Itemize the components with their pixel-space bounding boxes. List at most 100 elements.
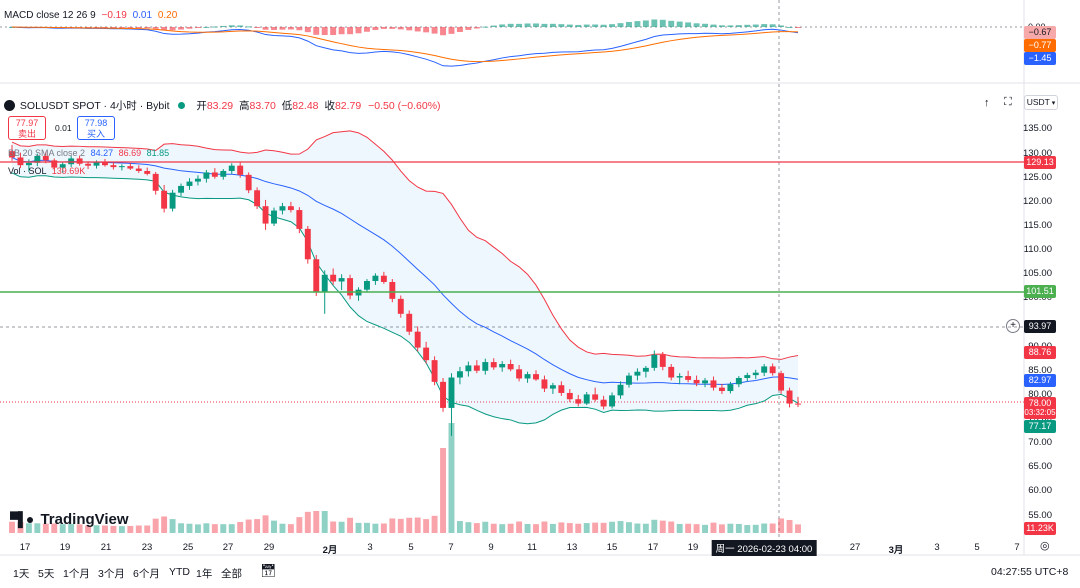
macd-histogram-bar [228, 25, 235, 27]
ohlc-change: −0.50 (−0.60%) [368, 100, 441, 112]
arrow-up-icon[interactable]: ↑ [984, 97, 990, 109]
volume-bar [68, 523, 75, 533]
macd-histogram-bar [685, 22, 692, 27]
volume-bar [786, 519, 793, 533]
time-axis-label: 25 [182, 542, 194, 553]
horizontal-lines[interactable] [0, 161, 1024, 293]
clock[interactable]: 04:27:55 UTC+8 [991, 566, 1069, 578]
volume-bar [76, 524, 83, 533]
macd-histogram-bar [566, 24, 573, 27]
candle [642, 365, 649, 378]
price-axis-label: 130.00 [1022, 147, 1052, 159]
candle [761, 364, 768, 377]
fullscreen-icon[interactable]: ⛶ [1004, 96, 1012, 108]
price-axis-label: 110.00 [1023, 244, 1052, 256]
buy-button[interactable]: 77.98 买入 [77, 116, 115, 140]
macd-histogram-bar [676, 21, 683, 27]
macd-histogram-bar [795, 27, 801, 28]
macd-legend: MACD close 12 26 9 −0.19 0.01 0.20 [4, 10, 177, 21]
candle [161, 184, 168, 213]
volume-bar [93, 525, 100, 533]
macd-histogram-bar [583, 24, 590, 27]
tv-logo-text: TradingView [40, 511, 129, 528]
time-axis-label: 17 [647, 542, 659, 553]
macd-histogram-bar [178, 27, 184, 30]
macd-histogram-bar [490, 25, 497, 27]
volume-bar [566, 523, 573, 533]
macd-histogram-bar [617, 23, 624, 27]
tradingview-logo[interactable]: ▀▌● TradingView [10, 511, 129, 528]
volume-bar [448, 423, 455, 533]
add-alert-icon[interactable]: + [1006, 319, 1020, 333]
candle-body [693, 379, 700, 384]
volume-bar [659, 520, 666, 533]
candle-body [440, 381, 446, 408]
symbol-name[interactable]: SOLUSDT SPOT · 4小时 · Bybit [19, 100, 170, 112]
candle-body [423, 347, 430, 361]
macd-histogram-bar [651, 19, 658, 27]
macd-histogram-bar [347, 27, 354, 35]
volume-bar [541, 521, 548, 533]
candle [600, 395, 607, 410]
bb-lower-tag: 77.17 [1024, 420, 1056, 433]
bollinger-bands [11, 130, 799, 425]
volume-bar [321, 511, 328, 533]
calendar-range-icon[interactable]: 📅︎ [260, 563, 277, 578]
currency-select[interactable]: USDT ▾ [1024, 95, 1058, 110]
candle-body [617, 384, 624, 396]
candle-body [541, 379, 548, 389]
candle [34, 153, 41, 167]
price-axis-label: 55.00 [1028, 509, 1052, 521]
macd-histogram-bar [110, 27, 117, 28]
macd-histogram-bar [380, 27, 387, 29]
time-axis-label: 5 [408, 542, 414, 553]
macd-histogram-bar [516, 23, 523, 27]
macd-histogram-bar [254, 27, 261, 28]
candle-body [406, 313, 413, 332]
candle [127, 163, 134, 171]
macd-histogram-bar [440, 27, 446, 36]
time-axis-label: 3 [367, 542, 373, 553]
macd-histogram-bar [778, 25, 785, 27]
candle [211, 168, 218, 179]
candle-body [642, 367, 649, 372]
volume-bar [710, 522, 717, 533]
candle-body [786, 390, 793, 404]
ohlc-high: 83.70 [249, 100, 276, 112]
range-button[interactable]: 1年 [196, 568, 213, 580]
macd-histogram-bar [237, 25, 244, 27]
range-button[interactable]: 1个月 [63, 568, 90, 580]
volume-bar [490, 523, 497, 533]
time-axis-label: 21 [100, 542, 112, 553]
candle [668, 364, 675, 381]
settings-icon[interactable]: ◎ [1040, 540, 1050, 552]
candle [693, 375, 700, 387]
candle-body [93, 162, 100, 166]
macd-histogram-bar [744, 24, 751, 27]
buy-label: 买入 [86, 129, 105, 139]
range-button[interactable]: YTD [169, 566, 190, 578]
volume-bar [271, 520, 277, 533]
range-button[interactable]: 3个月 [98, 568, 125, 580]
candle-body [626, 375, 632, 385]
candle [566, 389, 573, 403]
volume-bar [600, 522, 607, 533]
sell-button[interactable]: 77.97 卖出 [8, 116, 46, 140]
range-button[interactable]: 1天 [13, 568, 30, 580]
candle [364, 279, 370, 293]
volume-bar [718, 524, 725, 533]
macd-histogram-bar [465, 27, 472, 30]
volume-bar [279, 523, 286, 533]
range-button[interactable]: 全部 [221, 568, 242, 580]
range-button[interactable]: 5天 [38, 568, 55, 580]
volume-bar [330, 521, 337, 533]
macd-histogram-bar [626, 21, 632, 27]
candle-body [566, 392, 573, 400]
candle-body [296, 210, 303, 229]
range-button[interactable]: 6个月 [133, 568, 160, 580]
candle-body [583, 394, 590, 404]
volume-bar [347, 517, 354, 533]
candle-body [364, 281, 370, 290]
macd-histogram-bar [634, 21, 641, 27]
